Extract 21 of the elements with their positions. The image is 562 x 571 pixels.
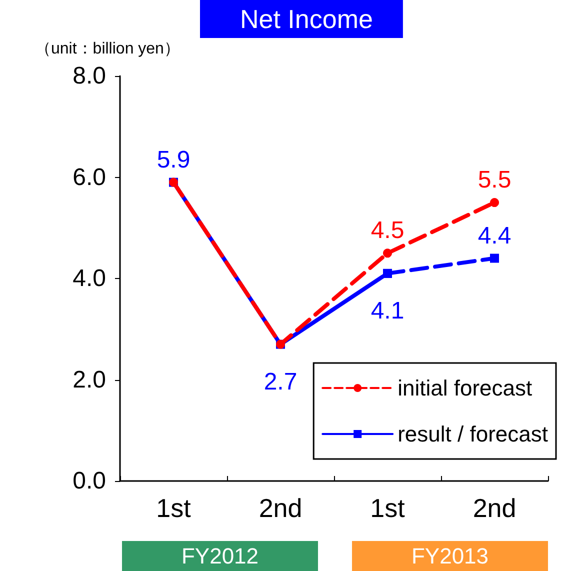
- text: FY2013: [411, 544, 489, 568]
- y-tick-label: 8.0: [72, 62, 106, 90]
- data-label: 2.7: [264, 368, 298, 396]
- legend-label: initial forecast: [398, 376, 532, 400]
- x-tick-label: 2nd: [258, 493, 302, 523]
- data-label: 4.5: [370, 217, 404, 244]
- text: FY2012: [181, 544, 259, 568]
- data-label: 5.9: [156, 146, 190, 174]
- y-tick-label: 2.0: [72, 366, 106, 394]
- chart-subtitle: （unit：billion yen）: [35, 40, 180, 58]
- x-tick-label: 1st: [370, 493, 406, 523]
- y-tick-label: 6.0: [72, 164, 106, 191]
- y-tick-label: 0.0: [72, 468, 106, 494]
- y-tick-label: 4.0: [72, 265, 106, 292]
- x-tick-label: 2nd: [472, 493, 516, 523]
- x-tick-label: 1st: [156, 493, 192, 523]
- data-label: 5.5: [478, 166, 512, 194]
- chart-title: Net Income: [240, 4, 373, 34]
- data-label: 4.1: [370, 297, 404, 324]
- data-label: 4.4: [478, 222, 512, 250]
- legend-label: result / forecast: [398, 422, 548, 446]
